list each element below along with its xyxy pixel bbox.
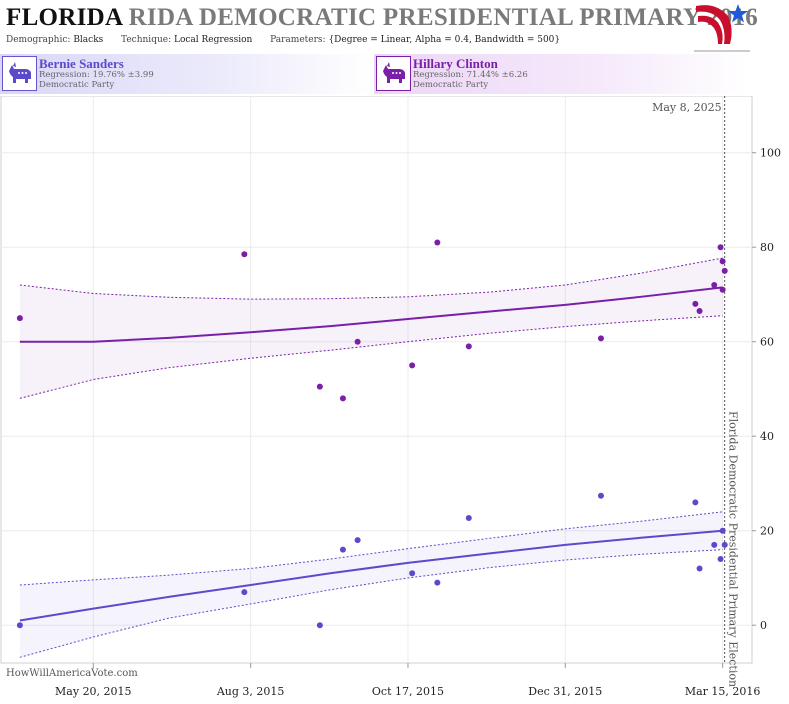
poll-point — [316, 383, 323, 390]
parameters-line: Demographic: Blacks Technique: Local Reg… — [6, 35, 560, 45]
page-title: FLORIDA RIDA DEMOCRATIC PRESIDENTIAL PRI… — [6, 4, 758, 32]
lower-bound-line — [19, 315, 723, 399]
poll-point — [721, 541, 728, 548]
poll-point — [696, 307, 703, 314]
candidate-card-sanders: Bernie Sanders Regression: 19.76% ±3.99 … — [0, 54, 374, 94]
candidate-name: Bernie Sanders — [39, 56, 124, 71]
parameters-value: {Degree = Linear, Alpha = 0.4, Bandwidth… — [328, 35, 561, 45]
y-tick-label: 60 — [760, 336, 774, 349]
upper-bound-line — [19, 257, 723, 300]
poll-point — [409, 362, 416, 369]
poll-point — [241, 251, 248, 258]
x-tick-label: Oct 17, 2015 — [372, 685, 444, 698]
x-tick-label: Dec 31, 2015 — [528, 685, 602, 698]
poll-point — [434, 239, 441, 246]
poll-point — [719, 527, 726, 534]
source-credit: HowWillAmericaVote.com — [6, 668, 138, 679]
poll-point — [711, 282, 718, 288]
election-label: Florida Democratic Presidential Primary … — [727, 411, 740, 687]
confidence-band — [19, 258, 723, 399]
poll-point — [721, 267, 728, 274]
poll-point — [16, 315, 23, 322]
site-logo-icon — [694, 4, 750, 52]
regression-line — [19, 529, 723, 622]
poll-point — [692, 300, 699, 307]
candidate-party: Democratic Party — [413, 80, 489, 90]
poll-point — [354, 338, 361, 345]
x-tick-label: Mar 15, 2016 — [685, 685, 761, 698]
poll-point — [719, 286, 726, 293]
demographic-label: Demographic: — [6, 35, 71, 45]
candidate-legend: Bernie Sanders Regression: 19.76% ±3.99 … — [0, 54, 789, 94]
poll-point — [339, 546, 346, 553]
technique-label: Technique: — [121, 35, 172, 45]
poll-point — [717, 556, 724, 563]
candidate-regression: Regression: 19.76% ±3.99 — [39, 70, 154, 80]
democrat-donkey-icon — [376, 56, 411, 91]
chart-header: FLORIDA RIDA DEMOCRATIC PRESIDENTIAL PRI… — [0, 0, 789, 52]
plot-frame — [0, 96, 753, 664]
technique-value: Local Regression — [173, 35, 253, 45]
poll-point — [465, 514, 472, 521]
y-tick-label: 0 — [760, 619, 767, 632]
poll-point — [717, 244, 724, 251]
poll-point — [692, 499, 699, 506]
poll-point — [597, 335, 604, 342]
y-tick-label: 100 — [760, 147, 781, 160]
democrat-donkey-icon — [2, 56, 37, 91]
poll-point — [339, 395, 346, 402]
poll-point — [434, 579, 441, 586]
candidate-name: Hillary Clinton — [413, 56, 498, 71]
current-date-label: May 8, 2025 — [652, 101, 722, 114]
parameters-label: Parameters: — [270, 35, 326, 45]
poll-point — [465, 343, 472, 350]
candidate-party: Democratic Party — [39, 80, 115, 90]
regression-line — [19, 286, 723, 343]
y-tick-label: 40 — [760, 430, 774, 443]
candidate-regression: Regression: 71.44% ±6.26 — [413, 70, 528, 80]
candidate-card-clinton: Hillary Clinton Regression: 71.44% ±6.26… — [374, 54, 748, 94]
confidence-band — [19, 511, 723, 658]
x-tick-label: May 20, 2015 — [55, 685, 132, 698]
lower-bound-line — [19, 549, 723, 658]
title-election: RIDA DEMOCRATIC PRESIDENTIAL PRIMARY 201… — [128, 4, 759, 31]
poll-point — [597, 492, 604, 499]
poll-point — [711, 541, 718, 548]
poll-point — [16, 622, 23, 629]
poll-point — [241, 589, 248, 596]
poll-point — [409, 570, 416, 577]
title-state: FLORIDA — [6, 4, 123, 31]
poll-point — [696, 565, 703, 572]
poll-point — [354, 537, 361, 544]
poll-point — [719, 258, 726, 265]
demographic-value: Blacks — [73, 35, 104, 45]
regression-chart: 0 20 40 60 80 100 May 20, 2015 Aug 3, 2015 Oct 1… — [0, 96, 781, 698]
y-tick-label: 20 — [760, 525, 774, 538]
x-tick-label: Aug 3, 2015 — [216, 685, 285, 698]
y-tick-label: 80 — [760, 241, 774, 254]
poll-point — [316, 622, 323, 629]
